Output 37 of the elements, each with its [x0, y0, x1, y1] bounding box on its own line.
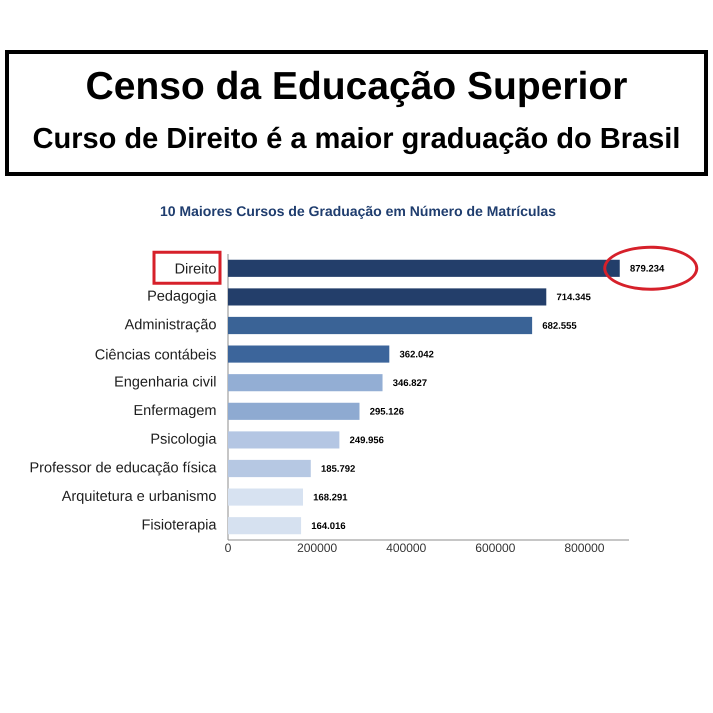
data-label: 168.291	[314, 494, 348, 500]
data-label: 185.792	[322, 465, 355, 472]
bar	[228, 288, 546, 306]
x-tick-label: 0	[225, 544, 231, 552]
y-tick-label: Enfermagem	[134, 404, 216, 418]
data-label: 295.126	[370, 408, 404, 415]
x-tick-label: 600000	[476, 544, 515, 552]
bar	[228, 431, 340, 448]
bar	[228, 517, 302, 534]
bar	[228, 374, 383, 392]
y-tick-label: Administração	[124, 318, 216, 332]
y-tick-label: Fisioterapia	[142, 518, 216, 532]
chart-title: Censo da Educação Superior	[87, 70, 627, 108]
y-tick-label: Arquitetura e urbanismo	[62, 490, 216, 504]
data-label: 714.345	[556, 294, 591, 300]
data-label: 249.956	[350, 436, 384, 444]
data-label: 879.234	[630, 264, 664, 272]
x-tick-label: 800000	[564, 544, 604, 552]
bar	[228, 488, 303, 506]
y-tick-label: Psicologia	[152, 433, 216, 447]
text: 10 Maiores Cursos de Graduação em Número de Matrículas	[160, 206, 556, 219]
x-tick-label: 200000	[298, 544, 337, 552]
y-tick-label: Direito	[176, 262, 216, 274]
bar	[228, 402, 360, 420]
y-tick-label: Ciências contábeis	[96, 348, 216, 360]
data-label: 164.016	[312, 522, 346, 530]
y-tick-label: Pedagogia	[148, 290, 216, 304]
data-label: 346.827	[392, 379, 427, 386]
x-tick-label: 400000	[386, 544, 426, 552]
bar	[228, 346, 390, 363]
y-tick-label: Professor de educação física	[30, 462, 216, 476]
bar	[228, 460, 311, 478]
bar	[228, 316, 532, 334]
data-label: 682.555	[542, 322, 576, 329]
chart-subtitle: Curso de Direito é a maior graduação do Brasil	[34, 126, 678, 154]
y-tick-label: Engenharia civil	[115, 376, 216, 390]
data-label: 362.042	[400, 350, 434, 358]
